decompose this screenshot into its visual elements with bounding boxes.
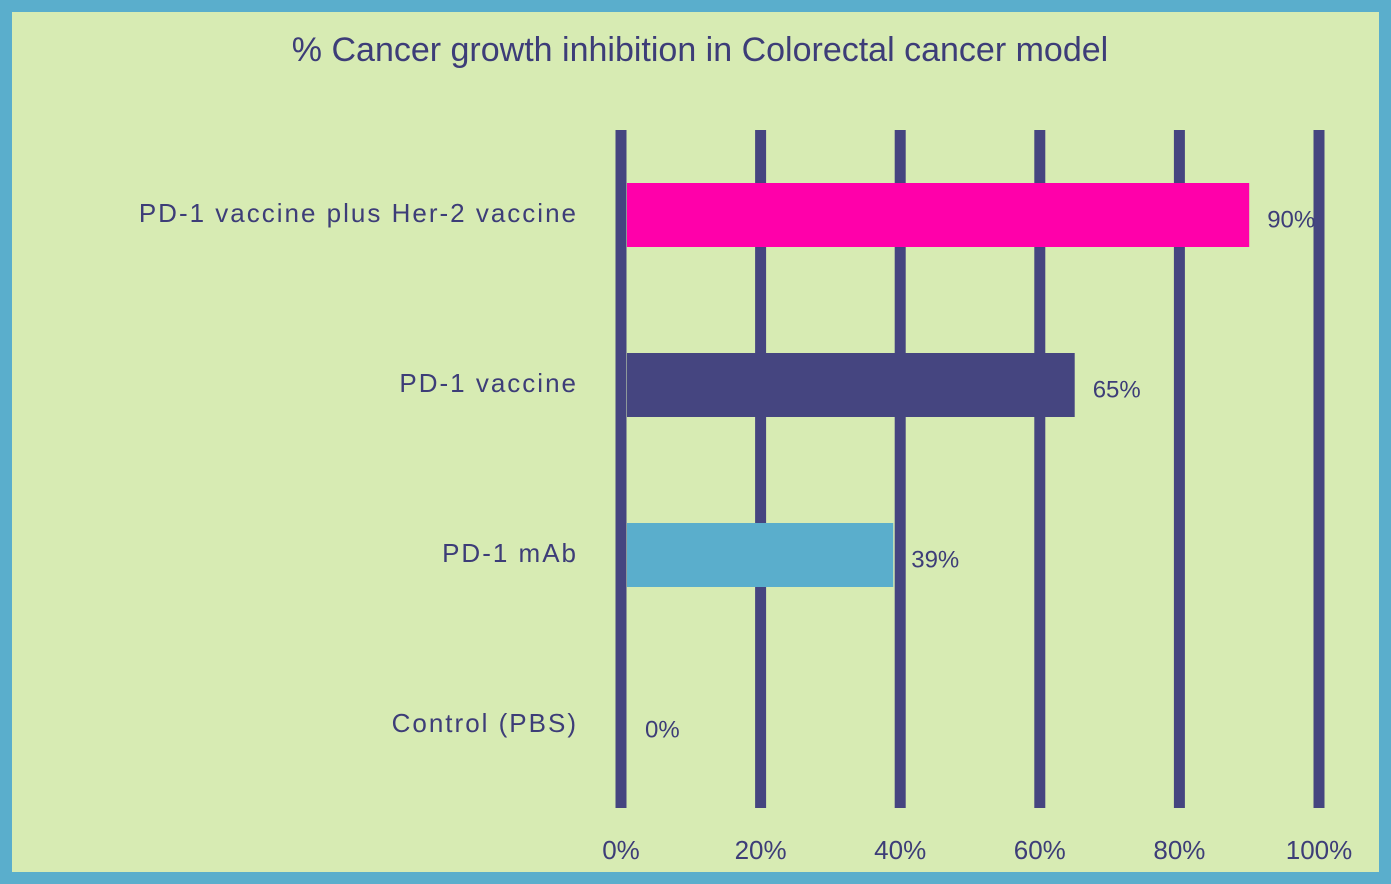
bar (627, 183, 1250, 247)
x-tick-label: 40% (874, 835, 926, 865)
chart-title: % Cancer growth inhibition in Colorectal… (292, 31, 1108, 69)
bar (627, 523, 894, 587)
y-tick-label: Control (PBS) (392, 708, 578, 738)
y-tick-label: PD-1 vaccine plus Her-2 vaccine (139, 198, 578, 228)
value-label: 39% (911, 546, 959, 573)
x-tick-label: 20% (735, 835, 787, 865)
value-label: 0% (645, 716, 680, 743)
bar (627, 353, 1075, 417)
x-tick-label: 80% (1153, 835, 1205, 865)
y-tick-label: PD-1 vaccine (399, 368, 578, 398)
x-tick-label: 60% (1014, 835, 1066, 865)
x-tick-label: 0% (602, 835, 640, 865)
value-label: 65% (1093, 376, 1141, 403)
value-label: 90% (1267, 206, 1315, 233)
x-tick-label: 100% (1286, 835, 1353, 865)
y-tick-label: PD-1 mAb (442, 538, 578, 568)
